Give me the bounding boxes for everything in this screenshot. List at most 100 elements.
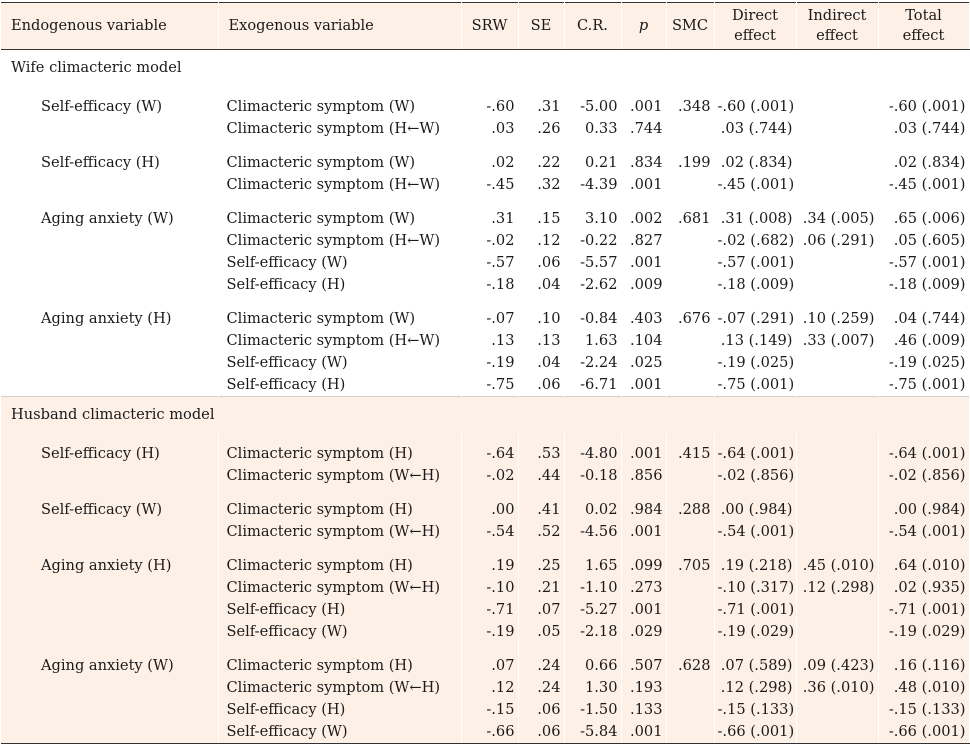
endogenous-cell: [1, 252, 219, 274]
spacer-cell: [878, 543, 970, 555]
header-cr: C.R.: [564, 2, 622, 50]
smc-cell: .676: [666, 308, 715, 330]
total-effect-cell: -.64 (.001): [878, 443, 970, 465]
table-row: Self-efficacy (H) -.15.06 -1.50.133 -.15 (.…: [1, 699, 970, 721]
exogenous-cell: Climacteric symptom (W): [218, 152, 462, 174]
spacer-cell: [714, 296, 797, 308]
se-cell: .06: [518, 721, 565, 744]
spacer-cell: [666, 433, 715, 443]
se-cell: .10: [518, 308, 565, 330]
total-effect-cell: -.45 (.001): [878, 174, 970, 196]
smc-cell: [666, 721, 715, 744]
direct-effect-cell: -.02 (.682): [714, 230, 797, 252]
exogenous-cell: Climacteric symptom (H): [218, 499, 462, 521]
spacer-cell: [714, 487, 797, 499]
exogenous-cell: Climacteric symptom (H←W): [218, 230, 462, 252]
p-cell: .193: [621, 677, 667, 699]
se-cell: .04: [518, 274, 565, 296]
table-row: Climacteric symptom (H←W) -.45.32 -4.39.00…: [1, 174, 970, 196]
exogenous-cell: Climacteric symptom (W): [218, 96, 462, 118]
spacer-row: [1, 196, 970, 208]
direct-effect-cell: -.57 (.001): [714, 252, 797, 274]
exogenous-cell: Climacteric symptom (H): [218, 655, 462, 677]
endogenous-cell: [1, 699, 219, 721]
total-effect-cell: -.57 (.001): [878, 252, 970, 274]
spacer-cell: [1, 140, 219, 152]
direct-effect-cell: .31 (.008): [714, 208, 797, 230]
smc-cell: [666, 374, 715, 397]
header-smc: SMC: [666, 2, 715, 50]
table-row: Climacteric symptom (W←H) -.54.52 -4.56.00…: [1, 521, 970, 543]
cr-cell: 3.10: [564, 208, 622, 230]
spacer-cell: [1, 543, 219, 555]
smc-cell: .705: [666, 555, 715, 577]
se-cell: .05: [518, 621, 565, 643]
smc-cell: [666, 252, 715, 274]
indirect-effect-cell: .10 (.259): [796, 308, 879, 330]
spacer-cell: [518, 140, 565, 152]
se-cell: .31: [518, 96, 565, 118]
endogenous-cell: [1, 521, 219, 543]
spacer-cell: [218, 296, 462, 308]
cr-cell: -5.84: [564, 721, 622, 744]
p-cell: .403: [621, 308, 667, 330]
exogenous-cell: Self-efficacy (H): [218, 699, 462, 721]
endogenous-cell: Self-efficacy (W): [1, 499, 219, 521]
indirect-effect-cell: .45 (.010): [796, 555, 879, 577]
direct-effect-cell: .00 (.984): [714, 499, 797, 521]
table-row: Self-efficacy (W) Climacteric symptom (W)…: [1, 96, 970, 118]
spacer-cell: [666, 86, 715, 96]
endogenous-cell: [1, 174, 219, 196]
spacer-cell: [564, 433, 622, 443]
direct-effect-cell: -.60 (.001): [714, 96, 797, 118]
total-effect-cell: .64 (.010): [878, 555, 970, 577]
spacer-row: [1, 433, 970, 443]
se-cell: .06: [518, 252, 565, 274]
table-row: Self-efficacy (W) Climacteric symptom (H)…: [1, 499, 970, 521]
exogenous-cell: Climacteric symptom (W←H): [218, 521, 462, 543]
indirect-effect-cell: [796, 465, 879, 487]
indirect-effect-cell: .33 (.007): [796, 330, 879, 352]
spacer-cell: [564, 86, 622, 96]
spacer-cell: [714, 643, 797, 655]
spacer-row: [1, 543, 970, 555]
srw-cell: -.54: [461, 521, 519, 543]
spacer-cell: [218, 196, 462, 208]
spacer-cell: [1, 196, 219, 208]
p-cell: .001: [621, 374, 667, 397]
p-cell: .001: [621, 443, 667, 465]
indirect-effect-cell: [796, 174, 879, 196]
spacer-cell: [714, 196, 797, 208]
smc-cell: [666, 465, 715, 487]
total-effect-cell: .02 (.834): [878, 152, 970, 174]
indirect-effect-cell: [796, 599, 879, 621]
spacer-cell: [518, 643, 565, 655]
spacer-cell: [878, 86, 970, 96]
spacer-cell: [461, 433, 519, 443]
se-cell: .13: [518, 330, 565, 352]
srw-cell: -.57: [461, 252, 519, 274]
spacer-cell: [1, 296, 219, 308]
indirect-effect-cell: [796, 521, 879, 543]
direct-effect-cell: -.15 (.133): [714, 699, 797, 721]
endogenous-cell: [1, 599, 219, 621]
smc-cell: [666, 330, 715, 352]
smc-cell: .348: [666, 96, 715, 118]
se-cell: .06: [518, 699, 565, 721]
exogenous-cell: Self-efficacy (H): [218, 599, 462, 621]
indirect-effect-cell: [796, 118, 879, 140]
srw-cell: -.10: [461, 577, 519, 599]
srw-cell: .02: [461, 152, 519, 174]
indirect-effect-cell: [796, 374, 879, 397]
total-effect-cell: -.19 (.025): [878, 352, 970, 374]
header-total-effect: Total effect: [878, 2, 970, 50]
exogenous-cell: Self-efficacy (H): [218, 374, 462, 397]
table-row: Self-efficacy (W) -.57.06 -5.57.001 -.57 (.…: [1, 252, 970, 274]
direct-effect-cell: -.71 (.001): [714, 599, 797, 621]
table-row: Aging anxiety (H) Climacteric symptom (W)…: [1, 308, 970, 330]
cr-cell: 0.02: [564, 499, 622, 521]
spacer-cell: [518, 296, 565, 308]
spacer-cell: [1, 433, 219, 443]
cr-cell: -1.10: [564, 577, 622, 599]
endogenous-cell: [1, 274, 219, 296]
